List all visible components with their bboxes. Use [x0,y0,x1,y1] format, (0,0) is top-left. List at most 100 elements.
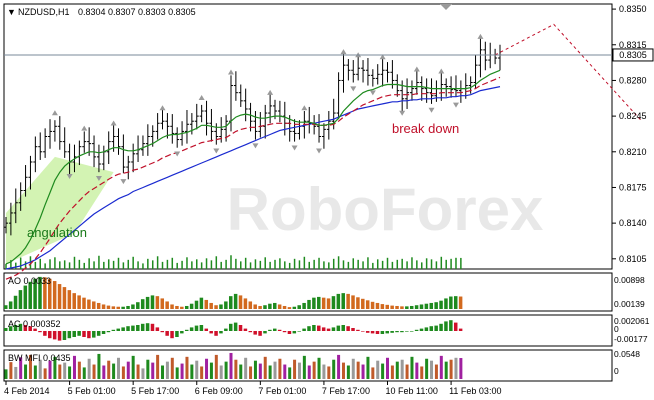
ao-bar [429,302,434,309]
ac-bar [424,327,429,331]
bwmfi-bar [273,361,277,379]
bwmfi-bar [38,359,42,379]
bwmfi-bar [190,364,194,379]
ao-bar [390,305,394,309]
candle [155,113,160,140]
ao-bar [409,305,414,309]
ac-bar [287,331,292,334]
ao-bar [92,301,96,309]
ao-bar [194,300,199,309]
bwmfi-bar [126,361,130,379]
ao-bar [96,302,101,309]
ao-bar [453,296,458,309]
bwmfi-label: BW MFI 0.0435 [8,353,71,363]
ma-fast-line [5,69,501,265]
ao-bar [321,297,326,309]
ac-bar [336,325,341,331]
ao-panel-frame [3,272,613,312]
price-tick-label: 0.8315 [619,40,647,50]
ao-bar [317,296,321,309]
fractal-down-icon [452,102,459,108]
candle [307,106,312,134]
bwmfi-bar [253,360,257,379]
scroll-marker-icon[interactable] [440,4,452,10]
ao-bar [458,296,463,309]
candle [429,78,434,104]
ao-bar [277,304,282,309]
ac-bar [111,329,116,331]
bwmfi-bar [400,359,404,379]
bwmfi-bar [141,368,145,379]
bwmfi-bar [224,361,228,379]
candle [43,128,48,158]
bwmfi-bar [444,361,448,379]
candle [52,120,57,142]
ac-bar [400,331,404,333]
ao-bar [28,281,32,309]
ac-bar [106,331,111,333]
candle [106,131,111,165]
forecast-path [494,23,643,122]
ac-bar [155,327,160,331]
ao-bar [233,293,238,309]
bwmfi-bar [337,354,341,379]
bwmfi-bar [82,367,86,379]
candle [453,75,458,97]
fractal-up-icon [81,125,88,131]
ao-bar [87,299,91,309]
ac-bar [8,326,13,331]
ac-bar [282,331,287,333]
bwmfi-bar [268,365,272,379]
ao-bar [395,305,399,309]
ac-bar [268,329,272,331]
bwmfi-bar [454,357,458,379]
ac-bar [209,331,213,334]
ao-bar [365,300,370,309]
bwmfi-bar [430,360,434,379]
bwmfi-bar [33,365,37,379]
ao-bar [150,295,155,309]
ao-bar [385,304,390,309]
ac-bar [375,331,380,334]
ao-bar [414,305,419,309]
x-tick-label: 10 Feb 11:00 [386,386,438,396]
candle [96,144,101,173]
bwmfi-bar [200,366,204,379]
ac-bar [87,331,91,339]
candle [87,127,92,156]
indicator-tick-label: 0.002061 [614,316,650,326]
indicator-tick-label: 0 [614,324,619,334]
x-tick-label: 5 Feb 01:00 [68,386,116,396]
ac-bar [23,325,28,331]
bwmfi-bar [214,354,218,379]
candle [326,111,331,140]
candle [336,72,341,120]
ao-bar [38,276,42,309]
fractal-up-icon [379,54,386,60]
bwmfi-bar [249,366,253,379]
ao-bar [253,304,257,309]
ao-bar [72,293,76,309]
ac-bar [302,328,306,331]
candle [140,135,145,156]
current-price-box [612,48,654,62]
ac-bar [92,331,96,338]
ao-bar [121,306,125,309]
ao-bar [67,290,72,309]
candle [57,116,62,150]
bwmfi-bar [346,365,350,379]
bwmfi-bar [302,355,306,379]
ao-bar [351,295,355,309]
bwmfi-bar [72,355,76,379]
current-price-label: 0.8305 [619,50,647,60]
ac-bar [175,331,179,337]
header-arrow-icon[interactable]: ▼ [7,7,16,17]
price-tick-label: 0.8105 [619,254,647,264]
bwmfi-bar [14,366,18,379]
ac-bar [150,323,155,331]
ao-bar [238,295,243,309]
ac-bar [444,321,448,331]
ac-bar [458,328,463,331]
ao-bar [248,301,253,309]
fractal-up-icon [198,95,205,101]
